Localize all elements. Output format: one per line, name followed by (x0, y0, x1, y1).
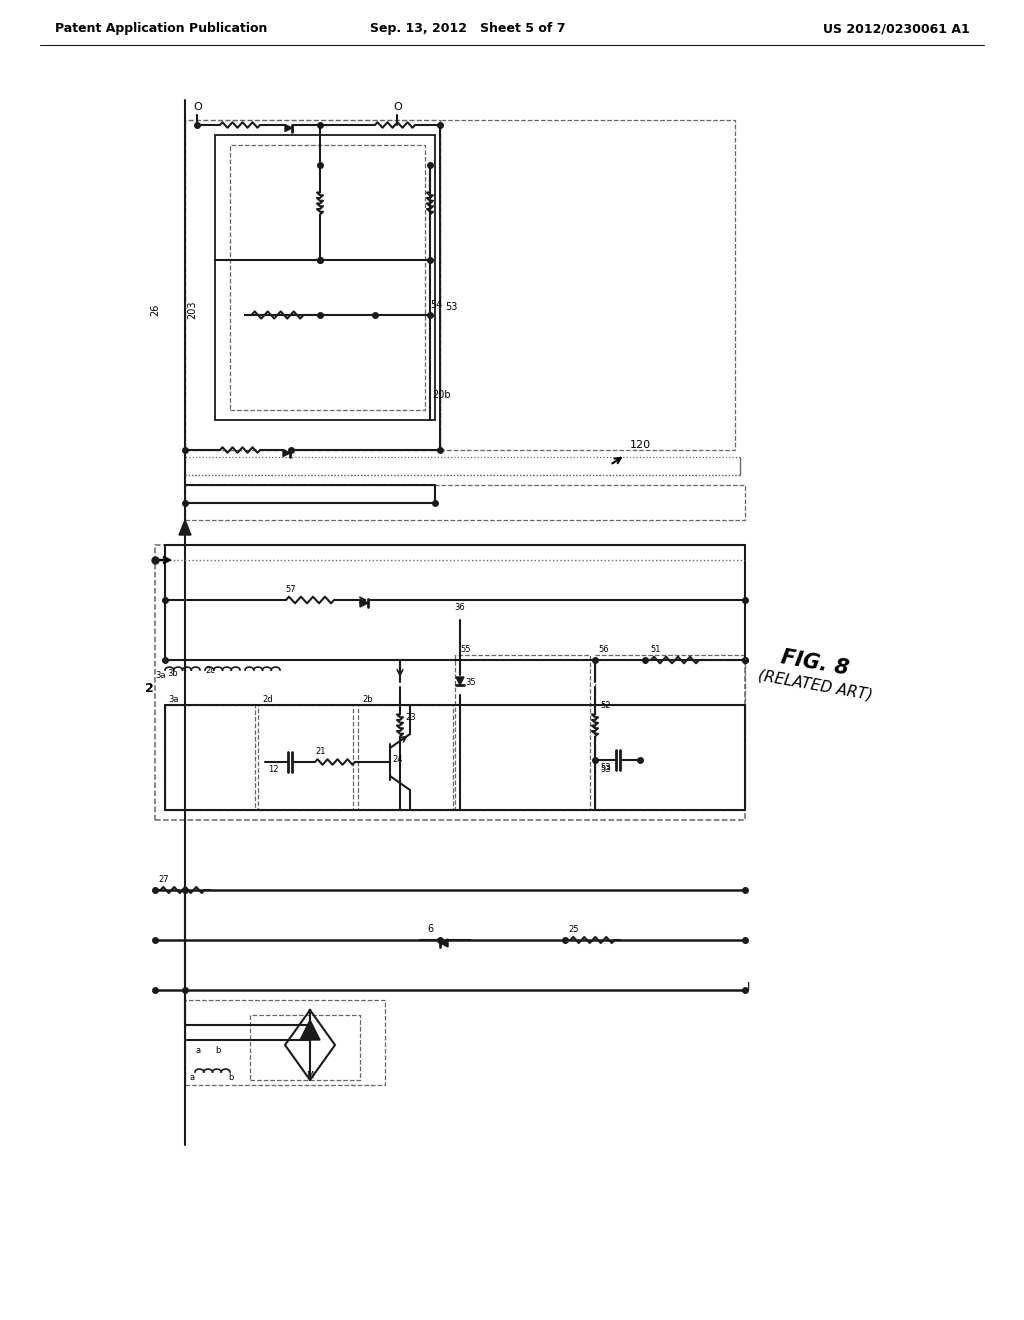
Text: 203: 203 (187, 301, 197, 319)
Text: a: a (190, 1073, 196, 1082)
Text: b: b (215, 1045, 220, 1055)
Text: 57: 57 (285, 585, 296, 594)
Text: 3b: 3b (167, 669, 178, 678)
Bar (250, 1015, 360, 1080)
Text: 53: 53 (445, 302, 458, 312)
Text: 2b: 2b (362, 696, 373, 704)
Text: 2: 2 (145, 682, 154, 696)
Text: 120: 120 (630, 440, 651, 450)
Text: 51: 51 (650, 645, 660, 653)
Polygon shape (179, 520, 191, 535)
Bar (215, 135, 435, 420)
Text: 53: 53 (600, 763, 610, 772)
Text: 24: 24 (392, 755, 402, 764)
Text: (RELATED ART): (RELATED ART) (757, 668, 873, 704)
Text: 53: 53 (600, 766, 610, 774)
Text: 20b: 20b (432, 389, 451, 400)
Bar (455, 655, 590, 810)
Text: 54: 54 (430, 300, 442, 310)
Polygon shape (440, 939, 449, 946)
Bar (155, 545, 745, 820)
Text: O: O (193, 102, 202, 112)
Text: 6: 6 (427, 924, 433, 935)
Text: a: a (195, 1045, 200, 1055)
Text: 35: 35 (465, 678, 475, 686)
Text: 23: 23 (406, 713, 416, 722)
Polygon shape (360, 599, 368, 607)
Text: 36: 36 (455, 603, 465, 612)
Text: b: b (228, 1073, 233, 1082)
Bar (358, 705, 453, 810)
Polygon shape (283, 450, 290, 457)
Text: 55: 55 (460, 645, 470, 653)
Text: Patent Application Publication: Patent Application Publication (55, 22, 267, 36)
Bar (185, 457, 740, 475)
Text: FIG. 8: FIG. 8 (779, 647, 851, 678)
Polygon shape (300, 1020, 319, 1040)
Bar (165, 705, 255, 810)
Text: 2d: 2d (262, 696, 272, 704)
Polygon shape (285, 124, 292, 132)
Bar (440, 120, 735, 450)
Text: 21: 21 (315, 747, 326, 756)
Polygon shape (456, 677, 464, 685)
Bar (258, 705, 353, 810)
Text: M: M (306, 1071, 313, 1080)
Text: 27: 27 (158, 875, 169, 884)
Text: Sep. 13, 2012   Sheet 5 of 7: Sep. 13, 2012 Sheet 5 of 7 (370, 22, 565, 36)
Text: 26: 26 (150, 304, 160, 317)
Bar (185, 484, 745, 520)
Bar (185, 120, 440, 450)
Text: 52: 52 (600, 701, 610, 710)
Text: 25: 25 (568, 925, 579, 935)
Text: I: I (746, 982, 751, 993)
Bar (230, 145, 425, 411)
Text: US 2012/0230061 A1: US 2012/0230061 A1 (823, 22, 970, 36)
Bar (185, 1001, 385, 1085)
Text: O: O (393, 102, 401, 112)
Text: 2c: 2c (205, 667, 215, 675)
Text: 12: 12 (268, 766, 279, 774)
Text: 3a: 3a (168, 696, 178, 704)
Bar (595, 655, 745, 810)
Text: 3a: 3a (155, 671, 166, 680)
Text: 56: 56 (598, 645, 608, 653)
